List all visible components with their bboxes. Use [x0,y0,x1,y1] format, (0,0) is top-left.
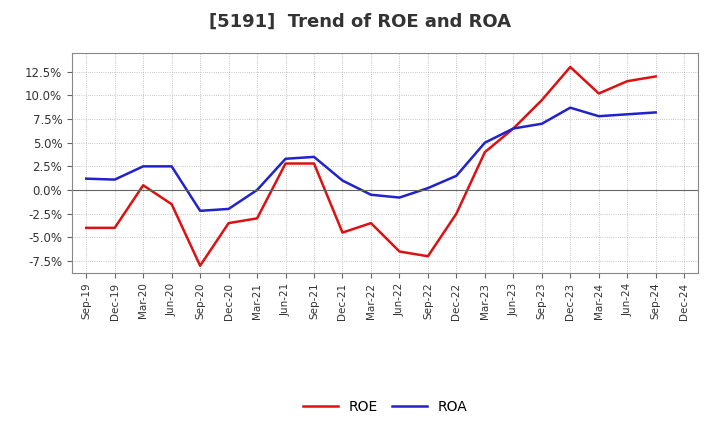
ROE [537,98,546,103]
ROE [110,225,119,231]
ROE [452,211,461,216]
Legend: ROE, ROA: ROE, ROA [297,394,473,419]
ROE [652,74,660,79]
ROA [167,164,176,169]
ROA [110,177,119,182]
ROA [595,114,603,119]
ROE [282,161,290,166]
ROA [452,173,461,179]
ROE [595,91,603,96]
ROA [310,154,318,160]
ROE [225,220,233,226]
Text: [5191]  Trend of ROE and ROA: [5191] Trend of ROE and ROA [209,13,511,31]
ROA [423,186,432,191]
ROA [253,187,261,193]
ROE [196,263,204,268]
ROA [82,176,91,181]
Line: ROE: ROE [86,67,656,266]
ROE [623,79,631,84]
ROE [509,126,518,131]
ROA [652,110,660,115]
ROE [338,230,347,235]
Line: ROA: ROA [86,108,656,211]
ROA [537,121,546,126]
ROE [253,216,261,221]
ROA [623,112,631,117]
ROE [139,183,148,188]
ROE [366,220,375,226]
ROA [139,164,148,169]
ROA [480,140,489,145]
ROA [566,105,575,110]
ROA [395,195,404,200]
ROA [225,206,233,212]
ROA [196,208,204,213]
ROA [338,178,347,183]
ROE [395,249,404,254]
ROE [167,202,176,207]
ROE [480,150,489,155]
ROE [82,225,91,231]
ROE [566,64,575,70]
ROA [366,192,375,198]
ROA [509,126,518,131]
ROE [423,253,432,259]
ROE [310,161,318,166]
ROA [282,156,290,161]
